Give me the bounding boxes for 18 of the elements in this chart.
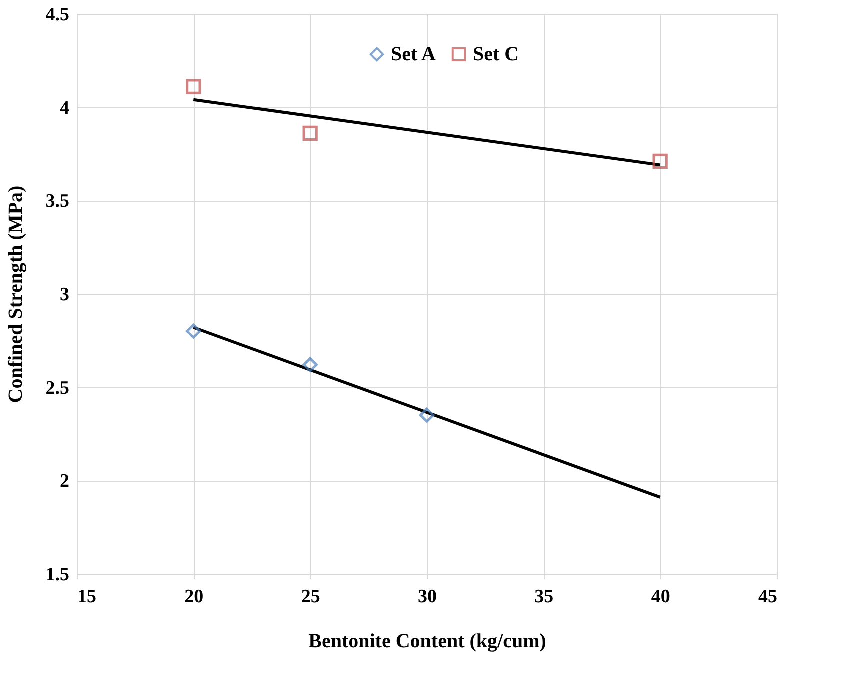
y-tick-label: 4 xyxy=(60,98,70,119)
y-tick-label: 3.5 xyxy=(46,191,70,212)
x-axis-title: Bentonite Content (kg/cum) xyxy=(308,630,546,652)
y-tick-label: 4.5 xyxy=(46,4,70,26)
x-tick-label: 20 xyxy=(184,586,204,608)
legend-label: Set A xyxy=(391,43,437,66)
y-axis-title: Confined Strength (MPa) xyxy=(4,186,27,404)
x-tick-label: 45 xyxy=(758,586,778,608)
y-tick-label: 2 xyxy=(60,471,70,492)
y-tick-label: 1.5 xyxy=(46,564,70,586)
x-tick-label: 15 xyxy=(78,586,96,608)
x-tick-label: 30 xyxy=(418,586,437,608)
x-tick-label: 35 xyxy=(534,586,554,608)
legend-label: Set C xyxy=(473,43,520,66)
x-tick-label: 25 xyxy=(301,586,320,608)
x-tick-label: 40 xyxy=(651,586,670,608)
y-tick-label: 3 xyxy=(60,284,70,306)
y-tick-label: 2.5 xyxy=(46,378,70,399)
